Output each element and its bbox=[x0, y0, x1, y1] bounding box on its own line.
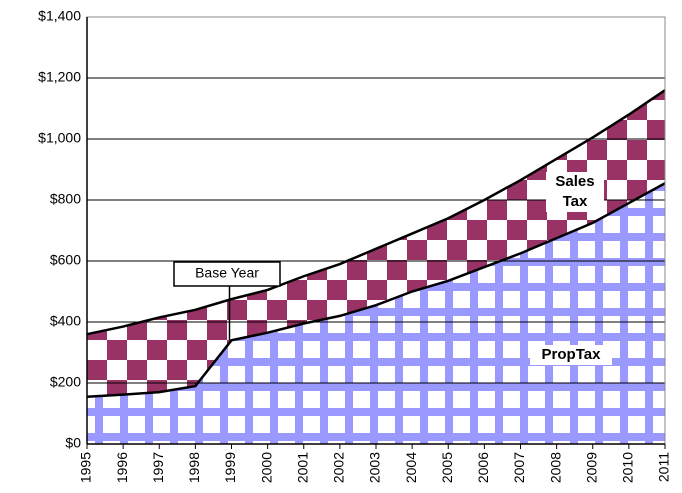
y-tick-label: $1,200 bbox=[38, 69, 81, 85]
area bbox=[87, 183, 665, 444]
x-tick-label: 2005 bbox=[439, 452, 455, 483]
x-tick-label: 2004 bbox=[403, 452, 419, 483]
annotation-box bbox=[173, 261, 281, 287]
y-tick-label: $600 bbox=[50, 252, 81, 268]
y-tick-label: $400 bbox=[50, 313, 81, 329]
series-label: Sales Tax bbox=[546, 172, 604, 212]
x-tick-label: 2010 bbox=[620, 452, 636, 483]
x-tick-label: 2002 bbox=[331, 452, 347, 483]
x-tick-label: 2007 bbox=[511, 452, 527, 483]
series-label: PropTax bbox=[530, 345, 612, 365]
x-tick-label: 1996 bbox=[114, 452, 130, 483]
y-tick-label: $200 bbox=[50, 374, 81, 390]
x-tick-label: 2008 bbox=[547, 452, 563, 483]
x-tick-label: 2000 bbox=[258, 452, 274, 483]
x-tick-label: 2003 bbox=[367, 452, 383, 483]
annotation: Base Year bbox=[195, 265, 259, 281]
x-tick-label: 1998 bbox=[186, 452, 202, 483]
x-tick-label: 1999 bbox=[222, 452, 238, 483]
x-tick-label: 2006 bbox=[475, 452, 491, 483]
x-tick-label: 1997 bbox=[150, 452, 166, 483]
area-edge bbox=[86, 89, 666, 336]
x-tick-label: 1995 bbox=[78, 452, 94, 483]
area bbox=[87, 90, 665, 397]
x-tick-label: 2001 bbox=[294, 452, 310, 483]
x-tick-label: 2009 bbox=[583, 452, 599, 483]
y-tick-label: $800 bbox=[50, 191, 81, 207]
x-tick-label: 2011 bbox=[656, 452, 672, 482]
y-tick-label: $1,000 bbox=[38, 130, 81, 146]
y-tick-label: $1,400 bbox=[38, 8, 81, 24]
area-edge bbox=[86, 182, 666, 398]
y-tick-label: $0 bbox=[65, 435, 81, 451]
